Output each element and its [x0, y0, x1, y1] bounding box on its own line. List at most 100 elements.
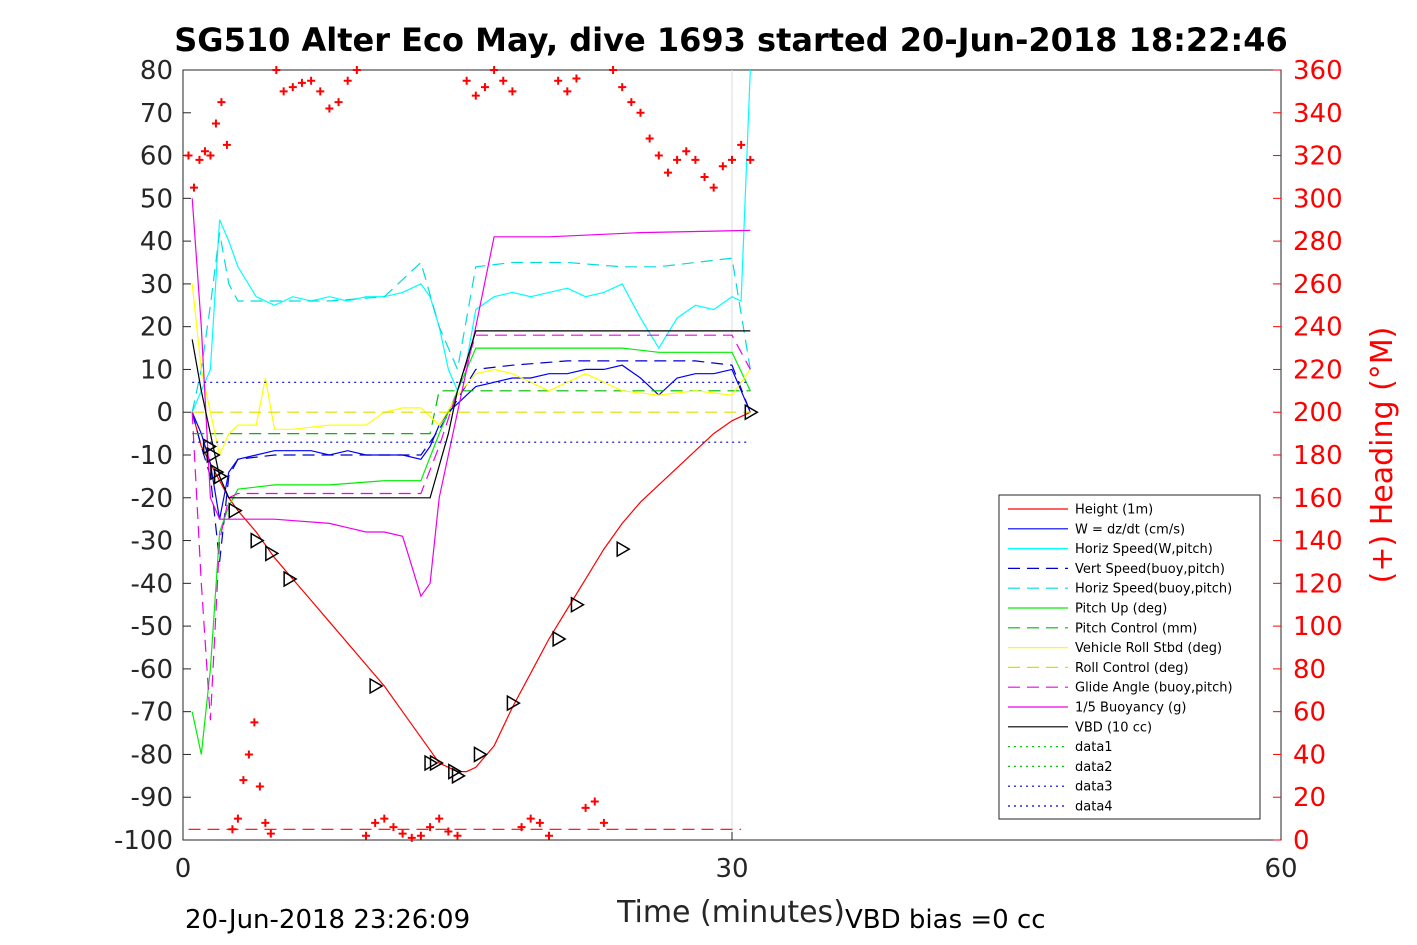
- marker-triangle: [210, 463, 225, 481]
- y-right-tick-label: 340: [1293, 99, 1343, 129]
- y-tick-label: 70: [140, 99, 173, 129]
- y-right-tick-label: 200: [1293, 398, 1343, 428]
- heading-point: [508, 87, 517, 96]
- series-line-10: [191, 198, 751, 598]
- heading-point: [444, 827, 453, 836]
- legend-label: Vehicle Roll Stbd (deg): [1075, 641, 1222, 656]
- y-right-tick-label: 260: [1293, 270, 1343, 300]
- y-right-tick-label: 100: [1293, 612, 1343, 642]
- marker-triangle: [213, 468, 229, 485]
- y-right-tick-label: 20: [1293, 783, 1326, 813]
- footer-vbd-bias: VBD bias =0 cc: [845, 905, 1046, 935]
- heading-point: [517, 823, 526, 832]
- series-line-4: [191, 232, 751, 413]
- heading-point: [195, 155, 204, 164]
- legend-label: VBD (10 cc): [1075, 720, 1152, 735]
- footer-timestamp: 20-Jun-2018 23:26:09: [185, 905, 470, 935]
- marker-triangle: [250, 532, 265, 549]
- legend-label: 1/5 Buoyancy (g): [1075, 701, 1186, 716]
- heading-point: [618, 83, 627, 92]
- y-right-tick-label: 160: [1293, 484, 1343, 514]
- y-tick-label: 0: [156, 398, 173, 428]
- heading-point: [211, 119, 220, 128]
- y-right-tick-label: 360: [1293, 56, 1343, 86]
- y-tick-label: -30: [131, 527, 173, 557]
- heading-point: [250, 718, 259, 727]
- heading-point: [682, 147, 691, 156]
- series-line-9: [191, 334, 751, 721]
- heading-point: [279, 87, 288, 96]
- series-line-3: [191, 360, 751, 562]
- heading-point: [389, 823, 398, 832]
- heading-point: [189, 183, 198, 192]
- heading-point: [663, 168, 672, 177]
- legend-label: Pitch Up (deg): [1075, 602, 1167, 617]
- marker-triangle: [744, 403, 759, 421]
- marker-triangle: [369, 677, 384, 695]
- heading-point: [288, 83, 297, 92]
- heading-point: [316, 87, 325, 96]
- heading-point: [239, 776, 248, 785]
- series-line-2: [191, 69, 751, 413]
- y-tick-label: 40: [140, 227, 173, 257]
- heading-point: [426, 823, 435, 832]
- heading-point: [480, 83, 489, 92]
- heading-point: [700, 172, 709, 181]
- heading-point: [261, 818, 270, 827]
- heading-point: [718, 162, 727, 171]
- heading-point: [307, 76, 316, 85]
- y-tick-label: -100: [114, 826, 173, 856]
- y-tick-label: -40: [131, 569, 173, 599]
- heading-point: [554, 76, 563, 85]
- y-right-tick-label: 80: [1293, 655, 1326, 685]
- heading-point: [362, 831, 370, 840]
- heading-point: [709, 183, 718, 192]
- axis-ticks: 80706050403020100-10-20-30-40-50-60-70-8…: [114, 56, 1343, 884]
- y-tick-label: -20: [131, 484, 173, 514]
- y-right-tick-label: 60: [1293, 698, 1326, 728]
- marker-group: [202, 403, 759, 785]
- marker-triangle: [473, 746, 488, 763]
- right-axis-label: (+) Heading (°M): [1365, 327, 1400, 584]
- heading-point: [416, 831, 425, 840]
- heading-point: [563, 87, 572, 96]
- y-tick-label: -90: [131, 783, 173, 813]
- heading-point: [255, 782, 264, 791]
- marker-triangle: [429, 754, 445, 772]
- chart-title: SG510 Alter Eco May, dive 1693 started 2…: [174, 21, 1287, 59]
- y-tick-label: 30: [140, 270, 173, 300]
- series-line-11: [191, 330, 751, 499]
- y-tick-label: 10: [140, 355, 173, 385]
- x-tick-label: 30: [715, 854, 748, 884]
- heading-point: [545, 831, 553, 840]
- series-line-7: [191, 283, 751, 457]
- heading-point: [266, 829, 275, 838]
- heading-point: [217, 98, 226, 107]
- legend-label: Horiz Speed(buoy,pitch): [1075, 582, 1232, 597]
- y-right-tick-label: 300: [1293, 184, 1343, 214]
- legend-label: data2: [1075, 760, 1113, 775]
- legend-label: Roll Control (deg): [1075, 661, 1189, 676]
- heading-point: [526, 814, 535, 823]
- heading-point: [636, 108, 645, 117]
- heading-point: [435, 814, 444, 823]
- series-line-5: [191, 347, 751, 755]
- heading-point: [334, 98, 343, 107]
- series-group: [188, 69, 751, 830]
- heading-point: [627, 98, 636, 107]
- x-axis-label: Time (minutes): [616, 895, 845, 930]
- heading-point: [471, 91, 480, 100]
- heading-point: [200, 147, 209, 156]
- marker-triangle: [265, 545, 280, 562]
- legend-label: data1: [1075, 740, 1113, 755]
- x-tick-label: 0: [175, 854, 192, 884]
- y-tick-label: -80: [131, 740, 173, 770]
- legend-label: Pitch Control (mm): [1075, 621, 1197, 636]
- y-tick-label: 80: [140, 56, 173, 86]
- heading-point: [728, 155, 736, 164]
- y-right-tick-label: 180: [1293, 441, 1343, 471]
- marker-triangle: [206, 446, 221, 464]
- marker-triangle: [228, 502, 243, 519]
- heading-point: [222, 140, 231, 149]
- heading-point: [490, 66, 499, 74]
